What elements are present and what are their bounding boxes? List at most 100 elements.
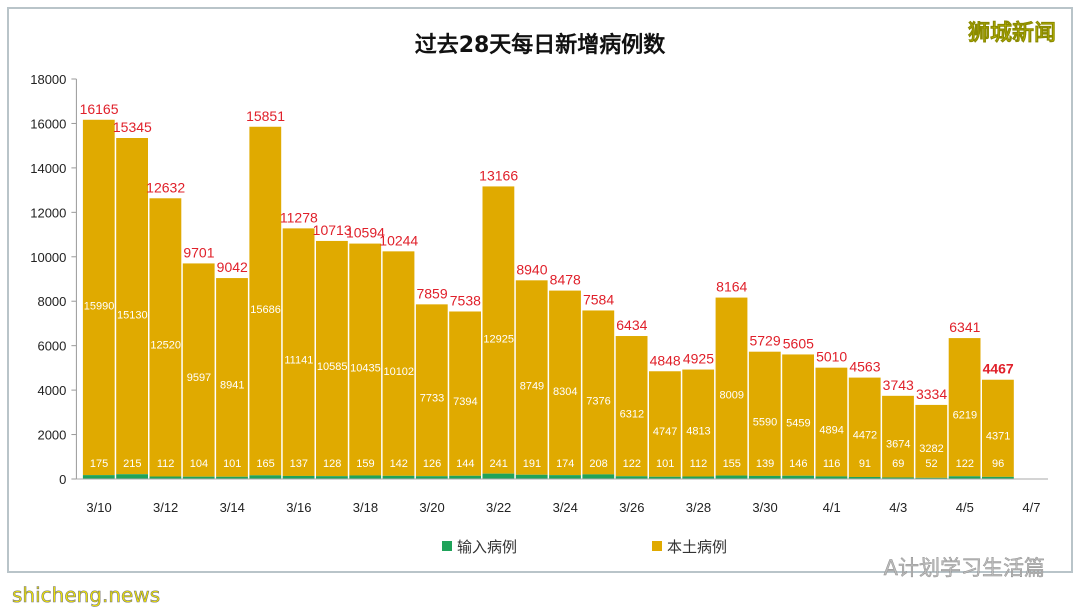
bar-local-4/1 — [815, 367, 848, 477]
y-tick-label: 4000 — [37, 383, 66, 398]
imported-label: 165 — [256, 458, 274, 470]
bar-local-3/19 — [382, 251, 415, 476]
x-axis: 3/10 3/12 3/14 3/16 3/18 3/20 3/22 3/24 3/26 3/28… — [76, 478, 1048, 515]
watermark: A计划学习生活篇 — [884, 556, 1045, 580]
total-label: 8940 — [516, 261, 547, 277]
imported-label: 144 — [456, 458, 474, 470]
local-label: 8941 — [220, 380, 244, 392]
total-label: 9042 — [217, 259, 248, 275]
bar-local-3/25 — [582, 310, 615, 475]
bar-imported-3/15 — [249, 475, 282, 479]
imported-label: 241 — [489, 458, 507, 470]
local-label: 5459 — [786, 418, 810, 430]
total-label: 5605 — [783, 335, 814, 351]
imported-label: 101 — [223, 458, 241, 470]
local-label: 12925 — [483, 334, 514, 346]
imported-label: 142 — [390, 458, 408, 470]
local-label: 7376 — [586, 396, 610, 408]
bar-local-3/16 — [282, 228, 315, 476]
imported-label: 96 — [992, 458, 1004, 470]
y-axis: 0 2000 4000 6000 8000 10000 12000 14000 16000 180… — [30, 72, 77, 487]
bar-imported-3/11 — [116, 474, 148, 479]
site-watermark: shicheng.news — [12, 583, 160, 607]
bar-imported-3/10 — [82, 475, 115, 479]
bar-local-4/2 — [848, 377, 881, 477]
bar-imported-3/19 — [382, 475, 415, 479]
imported-label: 104 — [190, 458, 208, 470]
total-label: 7538 — [450, 292, 481, 308]
imported-label: 116 — [823, 458, 841, 470]
local-label: 4747 — [653, 426, 677, 438]
local-label: 6219 — [953, 410, 977, 422]
imported-label: 101 — [656, 458, 674, 470]
local-label: 15990 — [84, 300, 115, 312]
x-tick-label: 3/22 — [486, 500, 511, 515]
x-tick-label: 3/20 — [419, 500, 444, 515]
local-label: 15686 — [250, 304, 281, 316]
total-label: 4467 — [983, 361, 1014, 377]
imported-label: 122 — [956, 458, 974, 470]
x-tick-label: 4/7 — [1022, 500, 1040, 515]
local-label: 8304 — [553, 386, 577, 398]
local-label: 6312 — [620, 409, 644, 421]
total-label: 6341 — [949, 319, 980, 335]
total-label: 4848 — [650, 352, 681, 368]
bar-local-3/21 — [449, 311, 481, 476]
y-tick-label: 6000 — [37, 339, 66, 354]
x-tick-label: 3/10 — [86, 500, 111, 515]
total-label: 12632 — [146, 179, 185, 195]
total-label: 7859 — [416, 285, 447, 301]
bar-imported-4/1 — [815, 476, 848, 479]
y-tick-label: 16000 — [30, 116, 66, 131]
x-tick-label: 4/5 — [956, 500, 974, 515]
legend: 输入病例 本土病例 — [442, 538, 727, 556]
local-label: 9597 — [187, 372, 211, 384]
x-tick-label: 3/26 — [619, 500, 644, 515]
bar-local-4/6 — [982, 379, 1014, 477]
x-tick-label: 4/3 — [889, 500, 907, 515]
bar-imported-4/2 — [848, 476, 881, 479]
bar-imported-3/12 — [149, 476, 182, 479]
bar-local-3/29 — [715, 297, 748, 476]
imported-label: 139 — [756, 458, 774, 470]
y-tick-label: 0 — [59, 472, 66, 487]
bar-imported-4/3 — [882, 477, 914, 479]
bar-imported-3/30 — [748, 475, 781, 479]
imported-label: 122 — [623, 458, 641, 470]
legend-swatch-imported — [442, 541, 452, 551]
bar-imported-3/29 — [715, 475, 748, 479]
local-label: 12520 — [150, 340, 181, 352]
total-label: 3334 — [916, 386, 947, 402]
bar-local-3/12 — [149, 198, 182, 477]
imported-label: 128 — [323, 458, 341, 470]
bar-imported-3/28 — [682, 476, 715, 479]
bar-imported-3/24 — [549, 475, 581, 479]
total-label: 9701 — [183, 244, 214, 260]
bar-imported-3/14 — [216, 476, 248, 479]
bar-imported-4/4 — [915, 477, 948, 479]
total-label: 5729 — [749, 333, 780, 349]
bar-imported-3/20 — [415, 476, 448, 479]
imported-label: 126 — [423, 458, 441, 470]
x-tick-label: 3/28 — [686, 500, 711, 515]
y-tick-label: 2000 — [37, 428, 66, 443]
bar-imported-3/31 — [782, 475, 814, 479]
imported-label: 175 — [90, 458, 108, 470]
bar-local-3/27 — [649, 371, 681, 477]
local-label: 4472 — [853, 429, 877, 441]
total-label: 7584 — [583, 291, 614, 307]
imported-label: 191 — [523, 458, 541, 470]
x-tick-label: 3/24 — [553, 500, 578, 515]
y-tick-label: 10000 — [30, 250, 66, 265]
bar-imported-3/17 — [316, 476, 348, 479]
bar-imported-3/22 — [482, 473, 515, 479]
local-label: 11141 — [284, 355, 313, 367]
bar-imported-3/18 — [349, 475, 382, 479]
local-label: 3674 — [886, 438, 910, 450]
local-label: 10585 — [317, 361, 348, 373]
chart-title: 过去28天每日新增病例数 — [415, 32, 667, 58]
total-label: 8478 — [550, 272, 581, 288]
bar-imported-4/5 — [948, 476, 981, 479]
bar-local-3/31 — [782, 354, 814, 476]
